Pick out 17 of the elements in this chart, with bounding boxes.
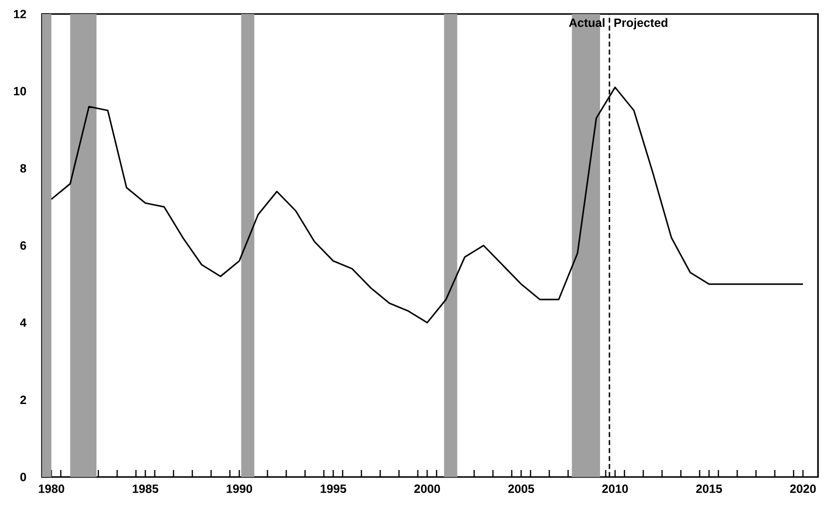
x-tick-label: 1980 bbox=[38, 484, 64, 493]
x-tick-label: 1985 bbox=[132, 484, 158, 493]
x-tick-label: 2010 bbox=[602, 484, 628, 493]
y-tick-label: 2 bbox=[20, 396, 26, 404]
y-tick-label: 6 bbox=[20, 241, 26, 250]
x-tick-label: 2000 bbox=[414, 484, 440, 493]
x-tick-label: 1995 bbox=[320, 484, 346, 493]
x-tick-label: 2005 bbox=[508, 484, 534, 493]
y-tick-label: 8 bbox=[20, 164, 26, 173]
y-tick-label: 4 bbox=[20, 318, 26, 327]
x-tick-label: 1990 bbox=[226, 484, 252, 493]
y-tick-label: 12 bbox=[14, 10, 26, 18]
x-tick-label: 2020 bbox=[790, 484, 816, 493]
y-tick-label: 10 bbox=[14, 86, 26, 96]
annotation: Projected bbox=[614, 18, 668, 30]
y-tick-label: 0 bbox=[20, 472, 26, 482]
x-tick-label: 2015 bbox=[696, 484, 722, 493]
